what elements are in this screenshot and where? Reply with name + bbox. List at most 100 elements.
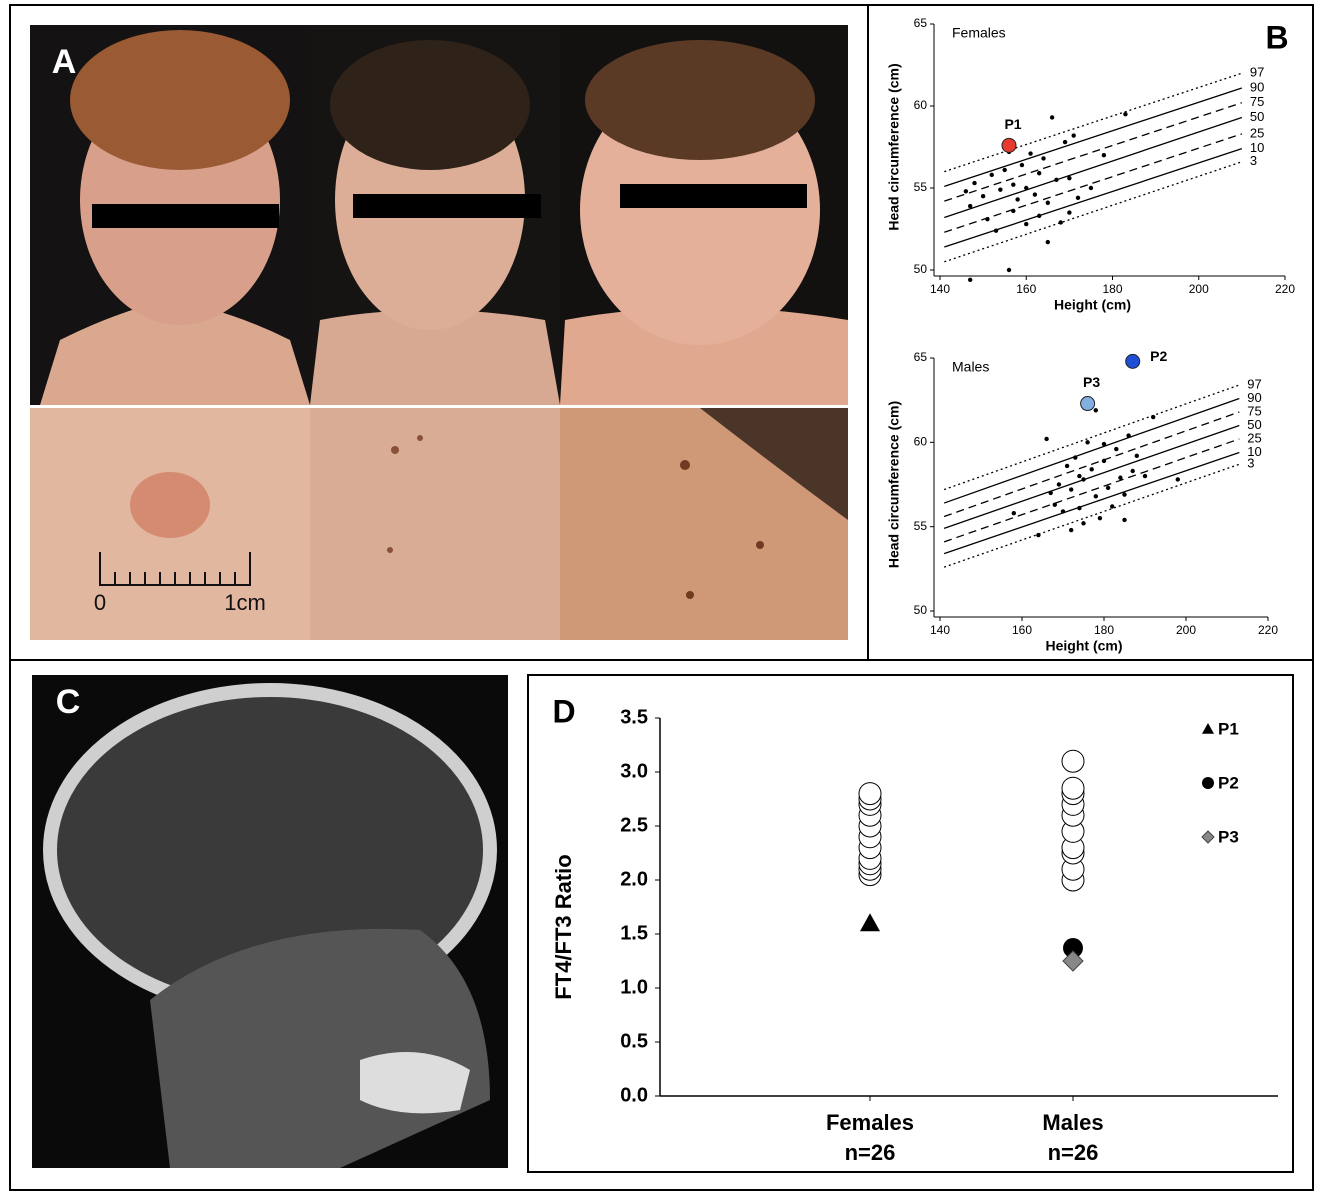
data-point [1028,151,1032,155]
data-point [1094,494,1098,498]
y-tick-label: 60 [914,98,928,112]
patient-marker [1202,723,1214,734]
data-point [1011,209,1015,213]
patient-marker [1202,831,1214,843]
data-point [1151,415,1155,419]
chart-title: Males [952,359,989,375]
data-point [1135,454,1139,458]
control-point [1062,777,1084,799]
data-point [1110,504,1114,508]
x-axis-title: Height (cm) [1046,638,1123,654]
data-point [1007,268,1011,272]
y-tick-label: 0.0 [620,1084,648,1106]
x-axis-title: Height (cm) [1054,297,1131,313]
photo-skin: 0 1cm [30,408,848,640]
data-point [1053,503,1057,507]
scale-label: 1cm [224,590,266,615]
patient-marker [860,913,880,931]
y-tick-label: 50 [914,603,928,617]
data-point [1089,186,1093,190]
scale-label: 0 [94,590,106,615]
data-point [1098,516,1102,520]
data-point [994,228,998,232]
y-tick-label: 2.5 [620,814,648,836]
percentile-label: 3 [1250,153,1257,168]
percentile-label: 75 [1250,94,1264,109]
data-point [1024,186,1028,190]
y-tick-label: 0.5 [620,1030,648,1052]
data-point [968,204,972,208]
data-point [1057,482,1061,486]
y-tick-label: 60 [914,435,928,449]
data-point [1114,447,1118,451]
percentile-line [944,398,1239,503]
data-point [1050,115,1054,119]
patient-label: P3 [1083,374,1100,390]
patient-label: P2 [1150,348,1167,364]
data-point [1126,433,1130,437]
data-point [1033,192,1037,196]
percentile-line [944,412,1239,517]
data-point [1067,176,1071,180]
x-tick-label: 180 [1094,623,1114,637]
x-tick-label: 180 [1102,282,1122,296]
data-point [1011,183,1015,187]
x-tick-label: Males [1042,1110,1103,1135]
data-point [1131,469,1135,473]
percentile-label: 50 [1250,109,1264,124]
patient-point [1002,138,1016,152]
y-tick-label: 3.0 [620,760,648,782]
y-tick-label: 1.5 [620,922,648,944]
data-point [1073,455,1077,459]
data-point [1077,474,1081,478]
y-tick-label: 2.0 [620,868,648,890]
data-point [1081,521,1085,525]
percentile-line [944,88,1242,186]
data-point [1046,240,1050,244]
data-point [1061,509,1065,513]
legend-label: P2 [1218,773,1239,792]
data-point [1041,156,1045,160]
panel-label: B [1265,19,1288,55]
data-point [1037,214,1041,218]
data-point [1002,168,1006,172]
percentile-line [944,134,1242,232]
data-point [1024,222,1028,226]
x-tick-label: 200 [1176,623,1196,637]
data-point [1118,476,1122,480]
panel-label: A [52,43,77,81]
data-point [964,189,968,193]
data-point [1090,467,1094,471]
figure: 0 1cm A B C D 14016018020022050556065Fem… [0,0,1320,1194]
x-tick-label: 220 [1258,623,1278,637]
data-point [1059,220,1063,224]
data-point [1102,442,1106,446]
data-point [1123,112,1127,116]
data-point [1069,528,1073,532]
data-point [968,278,972,282]
photo-xray [32,675,508,1168]
percentile-line [944,425,1239,528]
x-tick-label: Females [826,1110,914,1135]
data-point [1094,408,1098,412]
data-point [1122,492,1126,496]
category-note: n=26 [1048,1140,1099,1165]
percentile-line [944,73,1242,171]
percentile-line [944,439,1239,542]
data-point [1081,477,1085,481]
data-point [1085,440,1089,444]
category-note: n=26 [845,1140,896,1165]
y-tick-label: 55 [914,519,928,533]
data-point [1143,474,1147,478]
y-tick-label: 65 [914,350,928,364]
x-tick-label: 140 [930,623,950,637]
data-point [985,217,989,221]
percentile-label: 25 [1250,125,1264,140]
panel-label: D [552,693,575,729]
percentile-line [944,117,1242,217]
data-point [1044,437,1048,441]
y-tick-label: 65 [914,16,928,30]
panel-label: C [56,683,81,721]
data-point [1012,511,1016,515]
photo-faces [30,25,848,405]
